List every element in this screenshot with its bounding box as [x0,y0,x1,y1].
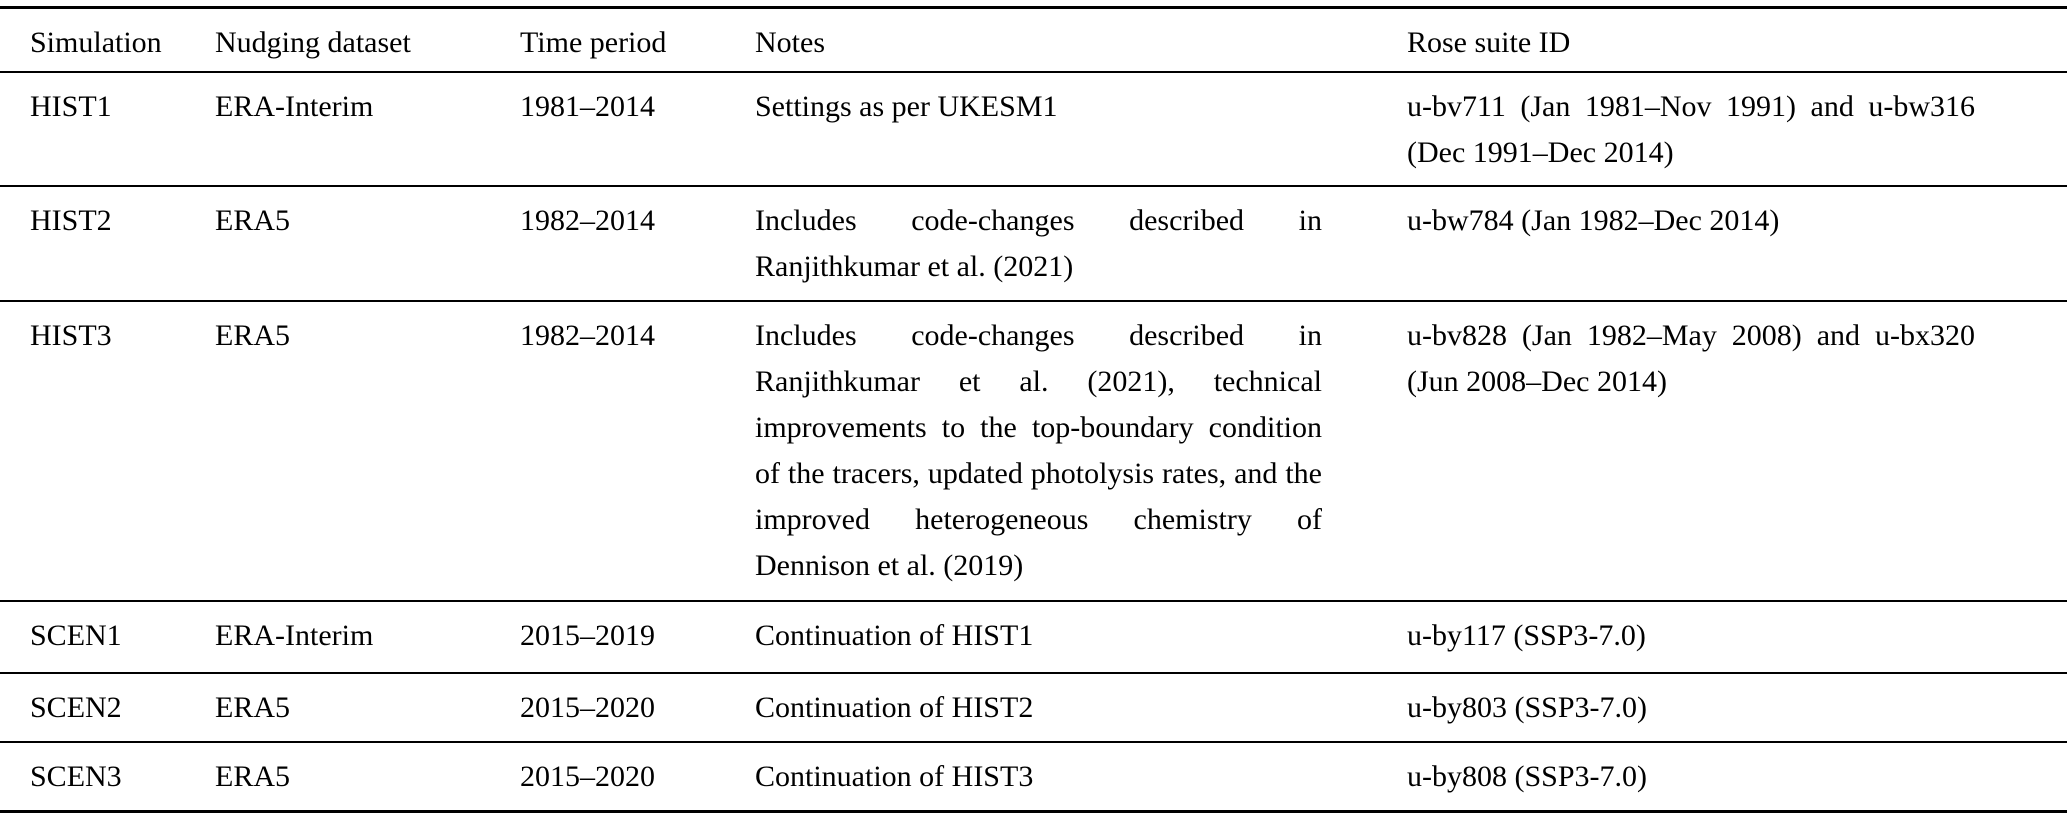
cell-notes: Continuation of HIST1 [755,618,1034,652]
cell-simulation: SCEN1 [30,618,122,652]
header-row: Simulation Nudging dataset Time period N… [0,8,2067,72]
cell-rose-suite-id: u-bv711 (Jan 1981–Nov 1991) and u-bw316 … [1407,89,1975,169]
cell-nudging-dataset: ERA5 [215,690,290,724]
cell-nudging-dataset: ERA5 [215,318,290,352]
cell-nudging-dataset: ERA5 [215,759,290,793]
cell-notes: Continuation of HIST2 [755,690,1034,724]
cell-time-period: 1982–2014 [520,203,655,237]
table-row: SCEN1 ERA-Interim 2015–2019 Continuation… [0,601,2067,673]
table-body: HIST1 ERA-Interim 1981–2014 Settings as … [0,72,2067,812]
table-row: HIST1 ERA-Interim 1981–2014 Settings as … [0,72,2067,186]
cell-simulation: HIST1 [30,89,112,123]
column-header-notes: Notes [755,26,825,59]
cell-time-period: 2015–2019 [520,618,655,652]
table-row: SCEN2 ERA5 2015–2020 Continuation of HIS… [0,673,2067,742]
cell-simulation: HIST2 [30,203,112,237]
column-header-rose-suite-id: Rose suite ID [1407,26,1571,59]
cell-nudging-dataset: ERA-Interim [215,89,374,123]
column-header-simulation: Simulation [30,26,162,59]
cell-simulation: SCEN2 [30,690,122,724]
cell-simulation: HIST3 [30,318,112,352]
table-row: HIST2 ERA5 1982–2014 Includes code-chang… [0,186,2067,301]
cell-notes: Continuation of HIST3 [755,759,1034,793]
table-row: SCEN3 ERA5 2015–2020 Continuation of HIS… [0,742,2067,812]
column-header-time-period: Time period [520,26,667,59]
cell-time-period: 1982–2014 [520,318,655,352]
cell-rose-suite-id: u-by808 (SSP3-7.0) [1407,759,1648,793]
cell-time-period: 2015–2020 [520,759,655,793]
cell-notes: Includes code-changes described in Ranji… [755,318,1322,582]
table-row: HIST3 ERA5 1982–2014 Includes code-chang… [0,301,2067,601]
simulations-table: Simulation Nudging dataset Time period N… [0,6,2067,813]
cell-time-period: 2015–2020 [520,690,655,724]
cell-rose-suite-id: u-by803 (SSP3-7.0) [1407,690,1648,724]
cell-nudging-dataset: ERA-Interim [215,618,374,652]
cell-time-period: 1981–2014 [520,89,655,123]
cell-nudging-dataset: ERA5 [215,203,290,237]
cell-simulation: SCEN3 [30,759,122,793]
cell-rose-suite-id: u-by117 (SSP3-7.0) [1407,618,1646,652]
cell-rose-suite-id: u-bv828 (Jan 1982–May 2008) and u-bx320 … [1407,318,1975,398]
cell-notes: Includes code-changes described in Ranji… [755,203,1322,283]
column-header-nudging-dataset: Nudging dataset [215,26,411,59]
cell-rose-suite-id: u-bw784 (Jan 1982–Dec 2014) [1407,203,1780,237]
table-header: Simulation Nudging dataset Time period N… [0,8,2067,72]
cell-notes: Settings as per UKESM1 [755,89,1058,123]
